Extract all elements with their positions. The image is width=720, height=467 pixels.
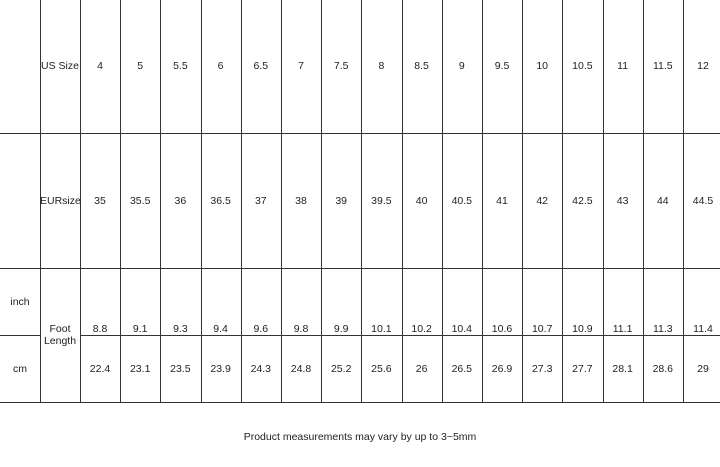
cm-cell: 27.3	[531, 363, 553, 375]
eur-size-cell: 37	[254, 195, 267, 207]
grid-line	[0, 133, 720, 134]
us-size-cell: 6.5	[253, 60, 269, 72]
cm-cell: 25.2	[330, 363, 352, 375]
cm-cell: 23.9	[210, 363, 231, 375]
inch-cell: 11.1	[612, 323, 633, 335]
eur-size-cell: 42	[536, 195, 549, 207]
cm-cell: 23.5	[170, 363, 191, 375]
inch-cell: 11.3	[652, 323, 673, 335]
us-size-cell: 10.5	[572, 60, 593, 72]
us-size-cell: 11	[617, 60, 629, 72]
grid-line	[402, 0, 403, 403]
grid-line	[281, 0, 282, 403]
inch-cell: 10.1	[371, 323, 392, 335]
us-size-cell: 5	[137, 60, 144, 72]
cm-cell: 23.1	[129, 363, 151, 375]
cm-cell: 29	[697, 363, 709, 375]
grid-line	[40, 0, 41, 403]
grid-line	[482, 0, 483, 403]
grid-line	[80, 335, 720, 336]
cm-cell: 26.9	[491, 363, 513, 375]
cm-cell: 28.1	[612, 363, 633, 375]
us-size-cell: 11.5	[652, 60, 673, 72]
eur-size-cell: 35	[94, 195, 106, 207]
cm-label: cm	[13, 363, 27, 375]
cm-cell: 25.6	[371, 363, 392, 375]
inch-cell: 9.6	[253, 323, 269, 335]
measurement-note: Product measurements may vary by up to 3…	[243, 431, 477, 443]
eur-size-cell: 35.5	[129, 195, 151, 207]
us-size-label: US Size	[41, 60, 79, 72]
eur-size-cell: 39.5	[371, 195, 392, 207]
us-size-cell: 8	[378, 60, 385, 72]
eur-size-cell: 40	[415, 195, 428, 207]
eur-size-label: EURsize	[40, 195, 81, 207]
cm-cell: 28.6	[652, 363, 674, 375]
us-size-cell: 7	[298, 60, 304, 72]
eur-size-cell: 41	[496, 195, 508, 207]
eur-size-cell: 38	[295, 195, 307, 207]
us-size-cell: 8.5	[414, 60, 429, 72]
us-size-cell: 12	[697, 60, 709, 72]
cm-cell: 24.8	[290, 363, 312, 375]
eur-size-cell: 40.5	[451, 195, 473, 207]
foot-length-label: Foot Length	[43, 323, 77, 347]
inch-cell: 9.3	[173, 323, 188, 335]
cm-cell: 26	[415, 363, 428, 375]
cm-cell: 22.4	[89, 363, 111, 375]
eur-size-cell: 42.5	[572, 195, 593, 207]
inch-cell: 10.7	[531, 323, 553, 335]
us-size-cell: 10	[536, 60, 549, 72]
inch-cell: 9.9	[333, 323, 349, 335]
eur-size-cell: 43	[616, 195, 629, 207]
grid-line	[0, 268, 720, 269]
inch-cell: 10.9	[572, 323, 593, 335]
grid-line	[522, 0, 523, 403]
grid-line	[603, 0, 604, 403]
grid-line	[643, 0, 644, 403]
cm-cell: 24.3	[250, 363, 272, 375]
inch-cell: 9.8	[293, 323, 309, 335]
grid-line	[201, 0, 202, 403]
eur-size-cell: 36	[174, 195, 187, 207]
cm-cell: 27.7	[572, 363, 593, 375]
grid-line	[442, 0, 443, 403]
eur-size-cell: 36.5	[210, 195, 231, 207]
grid-line	[80, 0, 81, 403]
inch-cell: 9.4	[213, 323, 228, 335]
grid-line	[160, 0, 161, 403]
eur-size-cell: 39	[335, 195, 348, 207]
grid-line	[361, 0, 362, 403]
us-size-cell: 9.5	[494, 60, 510, 72]
us-size-cell: 6	[217, 60, 224, 72]
inch-label: inch	[10, 296, 30, 308]
inch-cell: 9.1	[132, 323, 148, 335]
grid-line	[120, 0, 121, 403]
grid-line	[0, 335, 40, 336]
inch-cell: 10.2	[411, 323, 432, 335]
eur-size-cell: 44	[656, 195, 669, 207]
inch-cell: 8.8	[92, 323, 108, 335]
us-size-cell: 9	[458, 60, 465, 72]
grid-line	[241, 0, 242, 403]
grid-line	[0, 402, 720, 403]
grid-line	[321, 0, 322, 403]
us-size-cell: 7.5	[333, 60, 349, 72]
us-size-cell: 5.5	[173, 60, 188, 72]
inch-cell: 10.6	[491, 323, 513, 335]
cm-cell: 26.5	[451, 363, 473, 375]
grid-line	[562, 0, 563, 403]
inch-cell: 11.4	[693, 323, 713, 335]
us-size-cell: 4	[97, 60, 103, 72]
grid-line	[683, 0, 684, 403]
eur-size-cell: 44.5	[692, 195, 714, 207]
inch-cell: 10.4	[451, 323, 473, 335]
